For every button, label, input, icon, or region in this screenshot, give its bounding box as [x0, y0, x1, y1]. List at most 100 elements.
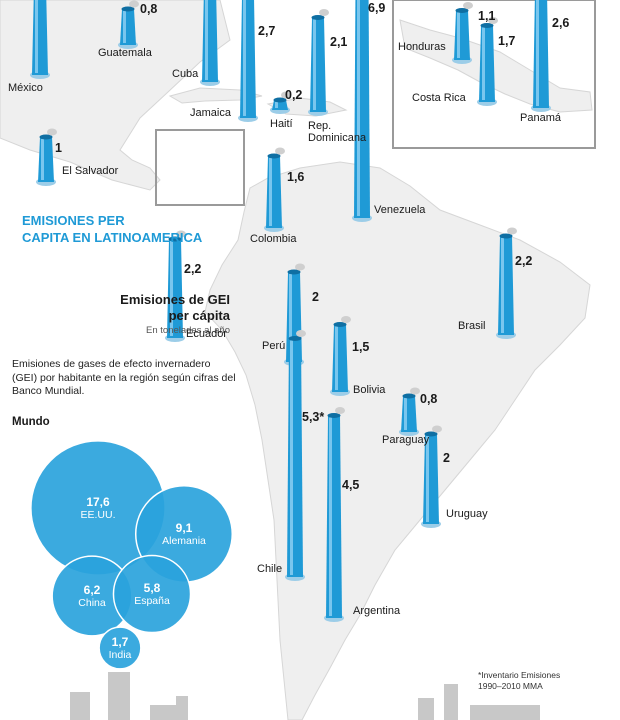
chimney-uruguay — [421, 425, 442, 528]
chimney-brasil — [496, 227, 517, 339]
value-label-bolivia: 1,5 — [352, 340, 370, 354]
legend-heading-line-1: Emisiones de GEI — [120, 292, 230, 307]
chimney-highlight — [123, 11, 126, 43]
chimney-smoke — [275, 147, 285, 155]
world-bubbles — [30, 440, 234, 670]
legend-unit: En toneladas al año — [146, 325, 230, 336]
legend-heading: Emisiones de GEI per cápita — [20, 292, 230, 324]
bubble-label-espana: España — [134, 595, 170, 607]
bubble-value-espana: 5,8 — [143, 581, 161, 595]
country-label-el-salvador: El Salvador — [62, 165, 119, 177]
chimney-rim — [327, 413, 341, 418]
chimney-highlight — [205, 0, 208, 80]
bubble-label-china: China — [78, 597, 106, 609]
chimney-rim — [39, 134, 53, 140]
bubble-espana — [112, 554, 192, 634]
chimney-smoke — [341, 316, 351, 323]
chimney-bar — [401, 396, 417, 432]
value-label-haiti: 0,2 — [285, 88, 303, 102]
chimney-smoke — [129, 0, 139, 8]
chimney-rim — [273, 97, 287, 103]
country-label-ecuador: Ecuador — [186, 328, 227, 340]
country-label-cuba: Cuba — [172, 68, 199, 80]
chimney-rim — [121, 6, 135, 12]
chimney-bar — [326, 415, 342, 618]
chimney-colombia — [264, 147, 285, 232]
legend-heading-line-2: per cápita — [168, 308, 230, 323]
country-label-costa-rica: Costa Rica — [412, 92, 466, 104]
chimney-costa-rica — [477, 17, 498, 106]
value-label-costa-rica: 1,7 — [498, 34, 516, 48]
chimney-bar — [120, 9, 136, 45]
chimney-smoke — [47, 128, 57, 136]
chimney-bolivia — [330, 316, 351, 396]
chimney-haiti — [270, 91, 291, 114]
chimney-el-salvador — [36, 128, 57, 186]
value-label-argentina: 4,5 — [342, 478, 360, 492]
chimney-argentina — [324, 407, 345, 622]
country-label-paraguay: Paraguay — [382, 434, 430, 446]
chimney-rep-dominicana — [308, 9, 329, 116]
chimney-bar — [479, 25, 495, 102]
bubble-value-ee-uu: 17,6 — [86, 495, 110, 509]
chimney-bar — [533, 0, 549, 108]
footnote-line-2: 1990–2010 MMA — [478, 681, 543, 691]
chimney-bar — [240, 0, 256, 118]
factory-skyline — [70, 672, 540, 720]
bubble-value-india: 1,7 — [111, 635, 129, 649]
value-label-chile: 5,3* — [302, 410, 325, 424]
chimney-highlight — [457, 12, 460, 58]
value-label-peru: 2 — [312, 290, 319, 304]
chimney-rim — [333, 322, 347, 327]
chimney-smoke — [296, 330, 306, 337]
chimneys — [30, 0, 551, 622]
chimney-rim — [168, 236, 182, 242]
country-label-panama: Panamá — [520, 112, 561, 124]
chimney-smoke — [410, 387, 420, 395]
chimney-smoke — [488, 17, 498, 24]
chimney-bar — [332, 324, 348, 392]
chimney-highlight — [170, 241, 173, 336]
title-line-1: EMISIONES PER — [22, 213, 125, 228]
country-label-colombia: Colombia — [250, 233, 297, 245]
bubble-label-ee-uu: EE.UU. — [80, 509, 116, 521]
chimney-paraguay — [399, 387, 420, 436]
footnote: *Inventario Emisiones 1990–2010 MMA — [478, 670, 560, 692]
chimney-highlight — [41, 139, 44, 180]
chimney-smoke — [281, 91, 291, 99]
country-label-honduras: Honduras — [398, 41, 446, 53]
footnote-line-1: *Inventario Emisiones — [478, 670, 561, 680]
value-label-el-salvador: 1 — [55, 141, 62, 155]
chimney-highlight — [243, 0, 246, 116]
chimney-highlight — [335, 326, 338, 390]
chimney-cuba — [200, 0, 220, 86]
chimney-smoke — [463, 2, 473, 9]
chimney-smoke — [432, 425, 442, 433]
chimney-highlight — [482, 27, 485, 100]
value-label-guatemala: 0,8 — [140, 2, 158, 16]
value-label-venezuela: 6,9 — [368, 1, 386, 15]
chimney-rim — [455, 8, 469, 13]
chimney-bar — [32, 0, 48, 75]
chimney-highlight — [35, 0, 38, 73]
country-label-peru: Perú — [262, 340, 286, 352]
map-south-america — [204, 161, 591, 720]
chimney-panama — [531, 0, 551, 112]
chimney-smoke — [176, 230, 186, 238]
value-label-jamaica: 2,7 — [258, 24, 276, 38]
chimney-ecuador — [165, 230, 186, 342]
chimney-bar — [423, 434, 439, 524]
chimney-rim — [267, 153, 281, 159]
chimney-smoke — [319, 9, 329, 16]
chimney-highlight — [289, 274, 292, 360]
chimney-guatemala — [118, 0, 139, 49]
chart-title: EMISIONES PER CAPITA EN LATINOAMERICA — [22, 212, 252, 246]
chimney-jamaica — [238, 0, 258, 122]
chimney-bar — [310, 17, 326, 112]
chimney-chile — [285, 330, 306, 581]
chimney-highlight — [536, 0, 539, 106]
country-label-guatemala: Guatemala — [98, 47, 152, 59]
chimney-honduras — [452, 2, 473, 64]
country-label-argentina: Argentina — [353, 605, 401, 617]
